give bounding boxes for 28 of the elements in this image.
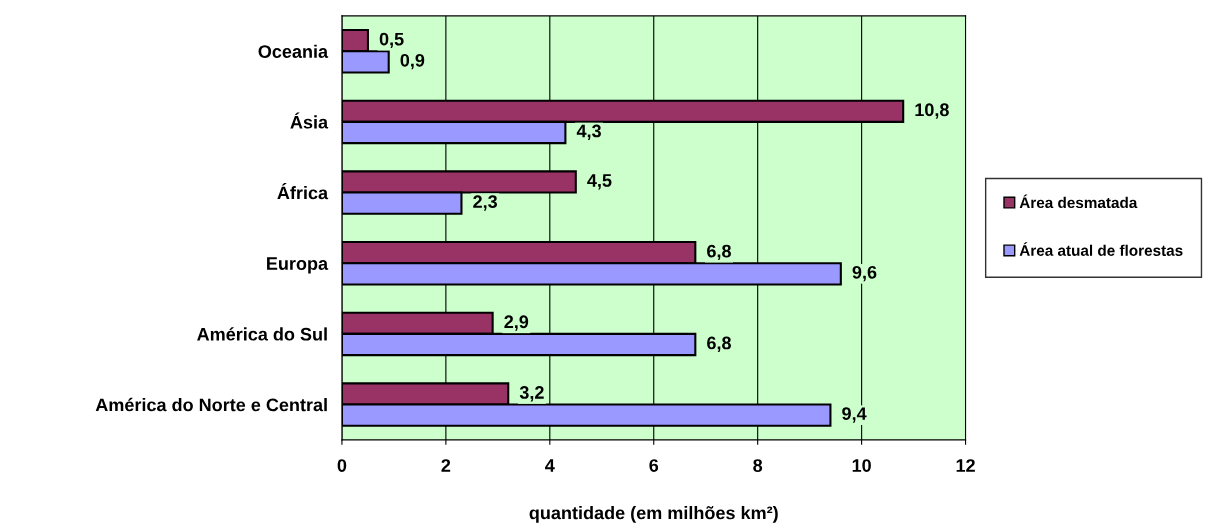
- data-label: 4,5: [587, 174, 612, 190]
- y-tick-label: América do Norte e Central: [95, 397, 327, 412]
- legend-label: Área atual de florestas: [1019, 242, 1183, 256]
- data-label: 0,9: [400, 53, 425, 70]
- x-tick-label: 0: [337, 459, 347, 472]
- y-tick-label: América do Sul: [197, 327, 327, 341]
- legend-label: Área desmatada: [1019, 194, 1138, 209]
- x-tick-label: 12: [956, 459, 975, 472]
- data-label: 10,8: [915, 103, 949, 119]
- y-tick-label: Oceania: [258, 44, 329, 58]
- x-tick-label: 6: [649, 459, 659, 472]
- data-label: 0,5: [379, 32, 404, 49]
- x-tick-label: 4: [545, 459, 555, 472]
- x-tick-label: 2: [441, 459, 451, 472]
- data-label: 3,2: [519, 386, 544, 402]
- data-label: 2,9: [504, 315, 529, 331]
- data-label: 4,3: [576, 124, 601, 140]
- data-label: 2,3: [473, 195, 498, 211]
- data-label: 6,8: [707, 244, 731, 261]
- data-label: 6,8: [707, 336, 731, 352]
- y-tick-label: África: [277, 183, 329, 200]
- x-axis-title: quantidade (em milhões km²): [529, 506, 778, 523]
- y-tick-label: Europa: [267, 257, 329, 274]
- data-label: 9,6: [852, 265, 877, 282]
- data-label: 9,4: [842, 407, 867, 423]
- x-tick-label: 10: [852, 459, 871, 472]
- x-tick-label: 8: [753, 459, 763, 472]
- y-tick-label: Ásia: [290, 112, 329, 129]
